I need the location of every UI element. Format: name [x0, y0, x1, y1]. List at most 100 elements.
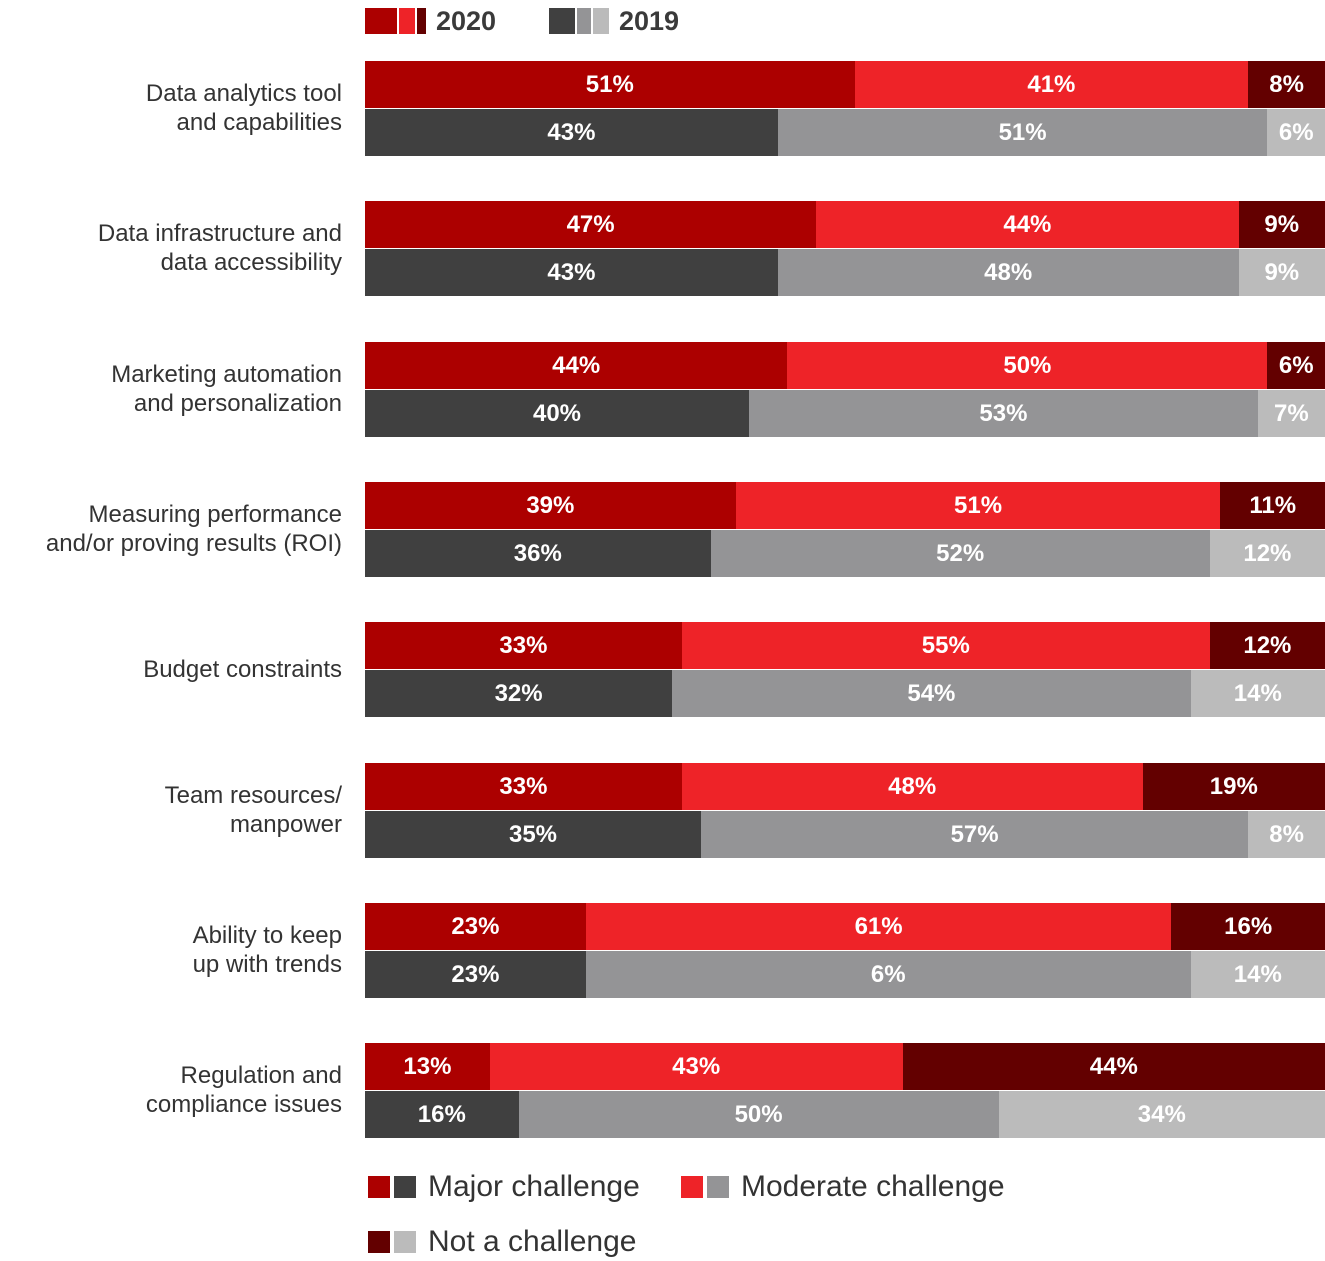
legend-item-not-a-challenge: Not a challenge: [368, 1223, 636, 1261]
bar-segment-not-a-challenge-2019: 12%: [1209, 530, 1325, 577]
bar-segment-not-a-challenge-2019: 6%: [1267, 109, 1325, 156]
bar-segment-moderate-challenge-2020: 55%: [681, 622, 1210, 669]
bar-2020-ability-to-keep-up-with-trends: 23% 61% 16%: [365, 903, 1325, 950]
legend-label: Not a challenge: [428, 1225, 637, 1258]
bar-segment-major-challenge-2019: 43%: [365, 249, 778, 296]
category-label-line: data accessibility: [160, 249, 342, 276]
bar-segment-not-a-challenge-2019: 7%: [1257, 390, 1325, 437]
bar-segment-major-challenge-2020: 13%: [365, 1043, 490, 1090]
bar-segment-moderate-challenge-2020: 43%: [489, 1043, 903, 1090]
category-label-line: Team resources/: [164, 782, 342, 809]
bar-2019-data-analytics-tool-and-capabilities: 43% 51% 6%: [365, 109, 1325, 156]
category-label-line: Measuring performance: [88, 501, 342, 528]
bar-segment-not-a-challenge-2020: 12%: [1209, 622, 1325, 669]
bar-segment-moderate-challenge-2019: 6%: [585, 951, 1191, 998]
bar-2019-marketing-automation-and-personalization: 40% 53% 7%: [365, 390, 1325, 437]
category-label-data-infrastructure-and-data-accessibility: Data infrastructure and data accessibilit…: [0, 219, 342, 277]
year-legend-2019: 2019: [549, 6, 679, 36]
legend-item-moderate-challenge: Moderate challenge: [681, 1168, 1005, 1206]
category-label-line: Marketing automation: [111, 361, 342, 388]
year-legend-label: 2019: [619, 5, 680, 36]
year-legend-swatch: [549, 8, 575, 34]
bar-segment-moderate-challenge-2020: 61%: [585, 903, 1172, 950]
category-label-budget-constraints: Budget constraints: [0, 655, 342, 684]
bar-segment-moderate-challenge-2020: 48%: [681, 763, 1143, 810]
bar-segment-not-a-challenge-2020: 16%: [1171, 903, 1325, 950]
category-label-marketing-automation-and-personalization: Marketing automation and personalization: [0, 360, 342, 418]
bar-segment-not-a-challenge-2020: 8%: [1248, 61, 1325, 108]
bar-segment-major-challenge-2020: 44%: [365, 342, 788, 389]
category-label-ability-to-keep-up-with-trends: Ability to keep up with trends: [0, 921, 342, 979]
legend-item-major-challenge: Major challenge: [368, 1168, 640, 1206]
bar-segment-moderate-challenge-2019: 50%: [518, 1091, 999, 1138]
year-legend-swatch: [399, 8, 415, 34]
bar-2020-team-resources-manpower: 33% 48% 19%: [365, 763, 1325, 810]
legend-swatch: [394, 1176, 416, 1198]
year-legend-label: 2020: [436, 5, 497, 36]
bar-segment-not-a-challenge-2019: 34%: [998, 1091, 1325, 1138]
bar-segment-moderate-challenge-2020: 51%: [735, 482, 1221, 529]
bar-segment-major-challenge-2019: 23%: [365, 951, 586, 998]
legend-swatch: [394, 1231, 416, 1253]
category-label-regulation-and-compliance-issues: Regulation and compliance issues: [0, 1061, 342, 1119]
bar-segment-major-challenge-2020: 23%: [365, 903, 586, 950]
category-label-line: Budget constraints: [143, 656, 342, 683]
year-legend-2020: 2020: [365, 6, 496, 36]
bar-2019-regulation-and-compliance-issues: 16% 50% 34%: [365, 1091, 1325, 1138]
category-label-team-resources-manpower: Team resources/manpower: [0, 781, 342, 839]
category-label-line: and/or proving results (ROI): [45, 530, 342, 557]
bar-segment-not-a-challenge-2019: 8%: [1248, 811, 1325, 858]
bar-segment-major-challenge-2019: 35%: [365, 811, 701, 858]
bar-segment-moderate-challenge-2020: 50%: [787, 342, 1268, 389]
year-legend-swatch: [417, 8, 426, 34]
legend-label: Major challenge: [428, 1170, 640, 1203]
legend-swatch: [368, 1176, 390, 1198]
year-legend-swatches: [365, 8, 426, 34]
bar-segment-not-a-challenge-2020: 11%: [1220, 482, 1325, 529]
bar-segment-moderate-challenge-2020: 44%: [816, 201, 1239, 248]
bar-2019-team-resources-manpower: 35% 57% 8%: [365, 811, 1325, 858]
bar-segment-moderate-challenge-2019: 48%: [777, 249, 1239, 296]
bar-2020-budget-constraints: 33% 55% 12%: [365, 622, 1325, 669]
bar-segment-not-a-challenge-2020: 44%: [902, 1043, 1325, 1090]
bar-segment-major-challenge-2019: 32%: [365, 670, 673, 717]
year-legend-swatches: [549, 8, 609, 34]
bar-segment-major-challenge-2019: 40%: [365, 390, 749, 437]
bar-2019-measuring-performance-and-or-proving-results-roi: 36% 52% 12%: [365, 530, 1325, 577]
bar-segment-major-challenge-2020: 51%: [365, 61, 855, 108]
bar-segment-not-a-challenge-2020: 19%: [1142, 763, 1325, 810]
bar-segment-moderate-challenge-2020: 41%: [854, 61, 1249, 108]
category-label-data-analytics-tool-and-capabilities: Data analytics tool and capabilities: [0, 79, 342, 137]
category-label-line: up with trends: [192, 951, 342, 978]
category-label-line: and personalization: [133, 390, 342, 417]
bar-2019-ability-to-keep-up-with-trends: 23% 6% 14%: [365, 951, 1325, 998]
bar-segment-moderate-challenge-2019: 51%: [777, 109, 1268, 156]
category-label-line: manpower: [229, 811, 342, 838]
bar-segment-moderate-challenge-2019: 53%: [749, 390, 1258, 437]
bar-2019-budget-constraints: 32% 54% 14%: [365, 670, 1325, 717]
year-legend-swatch: [365, 8, 397, 34]
category-label-line: compliance issues: [145, 1091, 342, 1118]
bar-segment-major-challenge-2019: 43%: [365, 109, 778, 156]
bar-segment-not-a-challenge-2020: 6%: [1267, 342, 1325, 389]
bar-segment-not-a-challenge-2019: 14%: [1190, 951, 1325, 998]
category-label-line: and capabilities: [176, 109, 342, 136]
year-legend-swatch: [577, 8, 591, 34]
bar-2020-data-analytics-tool-and-capabilities: 51% 41% 8%: [365, 61, 1325, 108]
legend-swatch: [707, 1176, 729, 1198]
bar-2020-data-infrastructure-and-data-accessibility: 47% 44% 9%: [365, 201, 1325, 248]
bar-segment-major-challenge-2020: 33%: [365, 622, 682, 669]
category-label-line: Ability to keep: [192, 922, 342, 949]
bar-2020-measuring-performance-and-or-proving-results-roi: 39% 51% 11%: [365, 482, 1325, 529]
bar-2020-regulation-and-compliance-issues: 13% 43% 44%: [365, 1043, 1325, 1090]
bar-segment-moderate-challenge-2019: 54%: [672, 670, 1191, 717]
bar-2020-marketing-automation-and-personalization: 44% 50% 6%: [365, 342, 1325, 389]
year-legend-swatch: [593, 8, 609, 34]
legend-label: Moderate challenge: [741, 1170, 1005, 1203]
bar-2019-data-infrastructure-and-data-accessibility: 43% 48% 9%: [365, 249, 1325, 296]
bar-segment-not-a-challenge-2020: 9%: [1238, 201, 1325, 248]
bar-segment-not-a-challenge-2019: 9%: [1238, 249, 1325, 296]
bar-segment-major-challenge-2019: 16%: [365, 1091, 519, 1138]
legend-swatch: [681, 1176, 703, 1198]
